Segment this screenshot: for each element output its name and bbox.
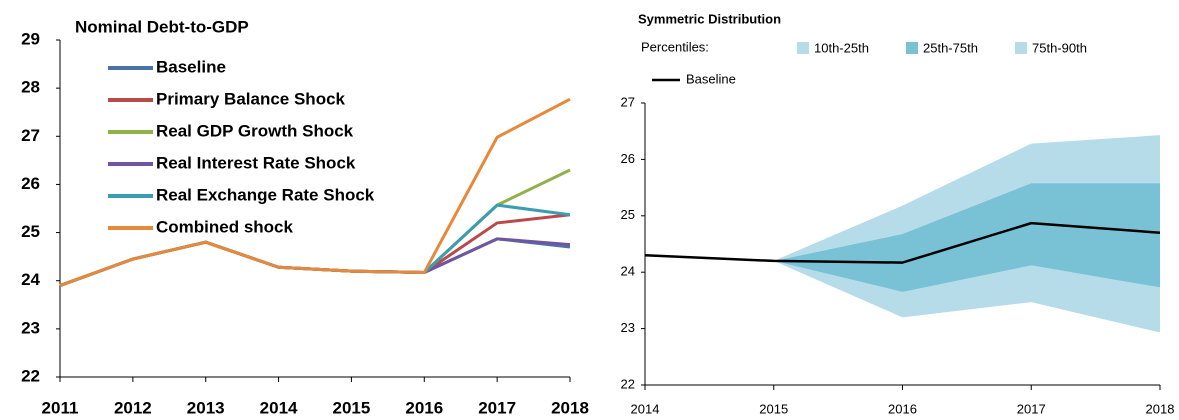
band: [773, 135, 1160, 261]
x-tick-label: 2014: [631, 401, 660, 416]
band: [773, 183, 1160, 292]
y-tick-label: 26: [21, 174, 40, 193]
y-tick-label: 22: [621, 376, 635, 391]
x-tick-label: 2015: [759, 401, 788, 416]
legend-title: Percentiles:: [641, 39, 709, 54]
band: [773, 260, 1160, 333]
y-tick-label: 22: [21, 366, 40, 385]
y-tick-label: 24: [21, 270, 40, 289]
y-tick-label: 27: [21, 126, 40, 145]
legend-swatch: [906, 42, 918, 54]
y-tick-label: 23: [21, 318, 40, 337]
legend-label: Primary Balance Shock: [156, 89, 346, 108]
legend-label: Baseline: [156, 57, 226, 76]
legend-swatch: [1015, 42, 1027, 54]
legend-label: Combined shock: [156, 217, 294, 236]
x-tick-label: 2016: [888, 401, 917, 416]
y-tick-label: 25: [621, 207, 635, 222]
series-line: [59, 203, 571, 287]
legend-label: 25th-75th: [923, 40, 978, 55]
y-tick-label: 26: [621, 151, 635, 166]
x-tick-label: 2018: [551, 398, 589, 417]
legend-label: 75th-90th: [1032, 40, 1087, 55]
legend-label: Real Interest Rate Shock: [156, 153, 356, 172]
y-tick-label: 25: [21, 222, 40, 241]
series-line: [59, 97, 571, 287]
chart-title: Symmetric Distribution: [638, 11, 781, 26]
x-tick-label: 2012: [114, 398, 152, 417]
y-tick-label: 28: [21, 78, 40, 97]
series-line: [59, 237, 571, 287]
y-tick-label: 29: [21, 29, 40, 48]
y-tick-label: 24: [621, 264, 635, 279]
series-line: [59, 213, 571, 287]
y-tick-label: 27: [621, 94, 635, 109]
y-tick-label: 23: [621, 320, 635, 335]
legend-label: Real Exchange Rate Shock: [156, 185, 375, 204]
x-tick-label: 2018: [1146, 401, 1175, 416]
x-tick-label: 2011: [42, 398, 79, 417]
x-tick-label: 2017: [478, 398, 516, 417]
legend-label: Real GDP Growth Shock: [156, 121, 354, 140]
x-tick-label: 2017: [1017, 401, 1046, 416]
legend-swatch: [797, 42, 809, 54]
x-tick-label: 2016: [405, 398, 443, 417]
x-tick-label: 2013: [187, 398, 225, 417]
x-tick-label: 2015: [333, 398, 371, 417]
x-tick-label: 2014: [260, 398, 298, 417]
series-line: [59, 237, 571, 287]
legend-label: 10th-25th: [814, 40, 869, 55]
chart-title: Nominal Debt-to-GDP: [75, 17, 249, 36]
legend-label: Baseline: [686, 71, 736, 86]
series-line: [644, 221, 1161, 264]
